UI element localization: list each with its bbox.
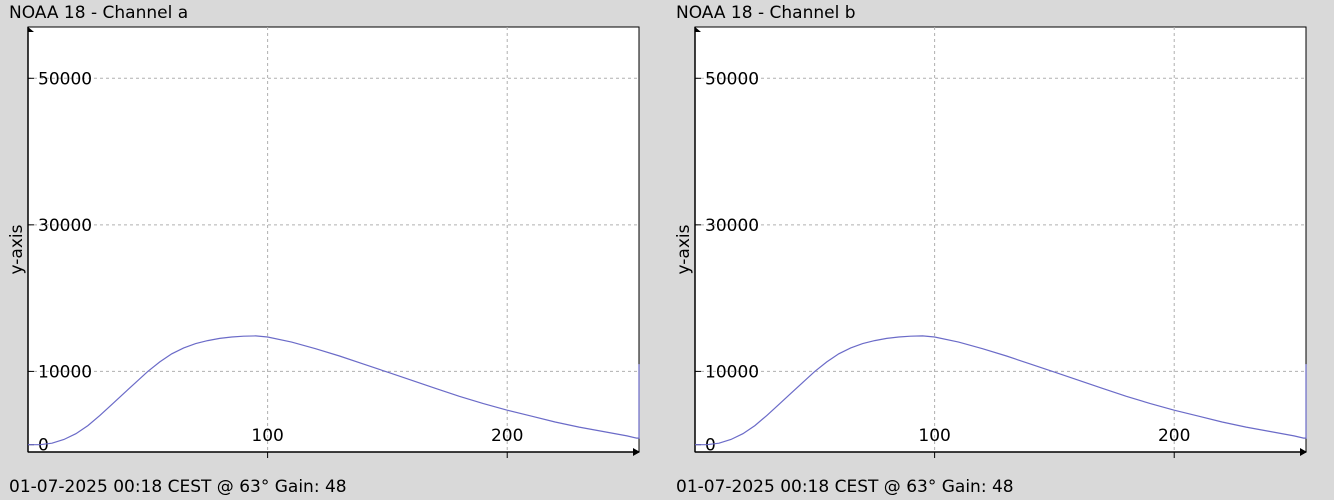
plot-area [27,26,640,453]
y-tick-label: 10000 [705,362,759,382]
plot-area [694,26,1307,453]
series-line [695,335,1307,446]
chart-panel-b: NOAA 18 - Channel b 0 10000 30000 50000 100 2… [667,0,1334,500]
y-tick-label: 10000 [38,362,92,382]
y-tick-label: 0 [38,436,49,456]
y-tick-label: 30000 [38,216,92,236]
y-tick-label: 0 [705,436,716,456]
y-tick-label: 50000 [705,69,759,89]
y-axis-label: y-axis [674,224,694,274]
chart-footer: 01-07-2025 00:18 CEST @ 63° Gain: 48 [9,477,347,497]
chart-panel-a: NOAA 18 - Channel a 0 10000 30000 50000 100 2… [7,3,640,497]
x-tick-label: 200 [1158,426,1190,446]
chart-title: NOAA 18 - Channel a [9,3,189,23]
chart-plot-b: 0 10000 30000 50000 100 200 y-axis [674,26,1307,458]
y-axis-label: y-axis [7,224,27,274]
x-axis-arrow [633,448,640,456]
series-line [28,335,640,446]
x-tick-label: 100 [918,426,950,446]
chart-title: NOAA 18 - Channel b [676,3,856,23]
y-tick-label: 30000 [705,216,759,236]
chart-plot-a: 0 10000 30000 50000 100 200 y-axis [7,26,640,458]
x-axis-arrow [1300,448,1307,456]
y-axis-arrow [695,27,701,32]
y-axis-arrow [28,27,34,32]
x-tick-label: 100 [251,426,283,446]
y-tick-label: 50000 [38,69,92,89]
chart-footer: 01-07-2025 00:18 CEST @ 63° Gain: 48 [676,477,1014,497]
x-tick-label: 200 [491,426,523,446]
